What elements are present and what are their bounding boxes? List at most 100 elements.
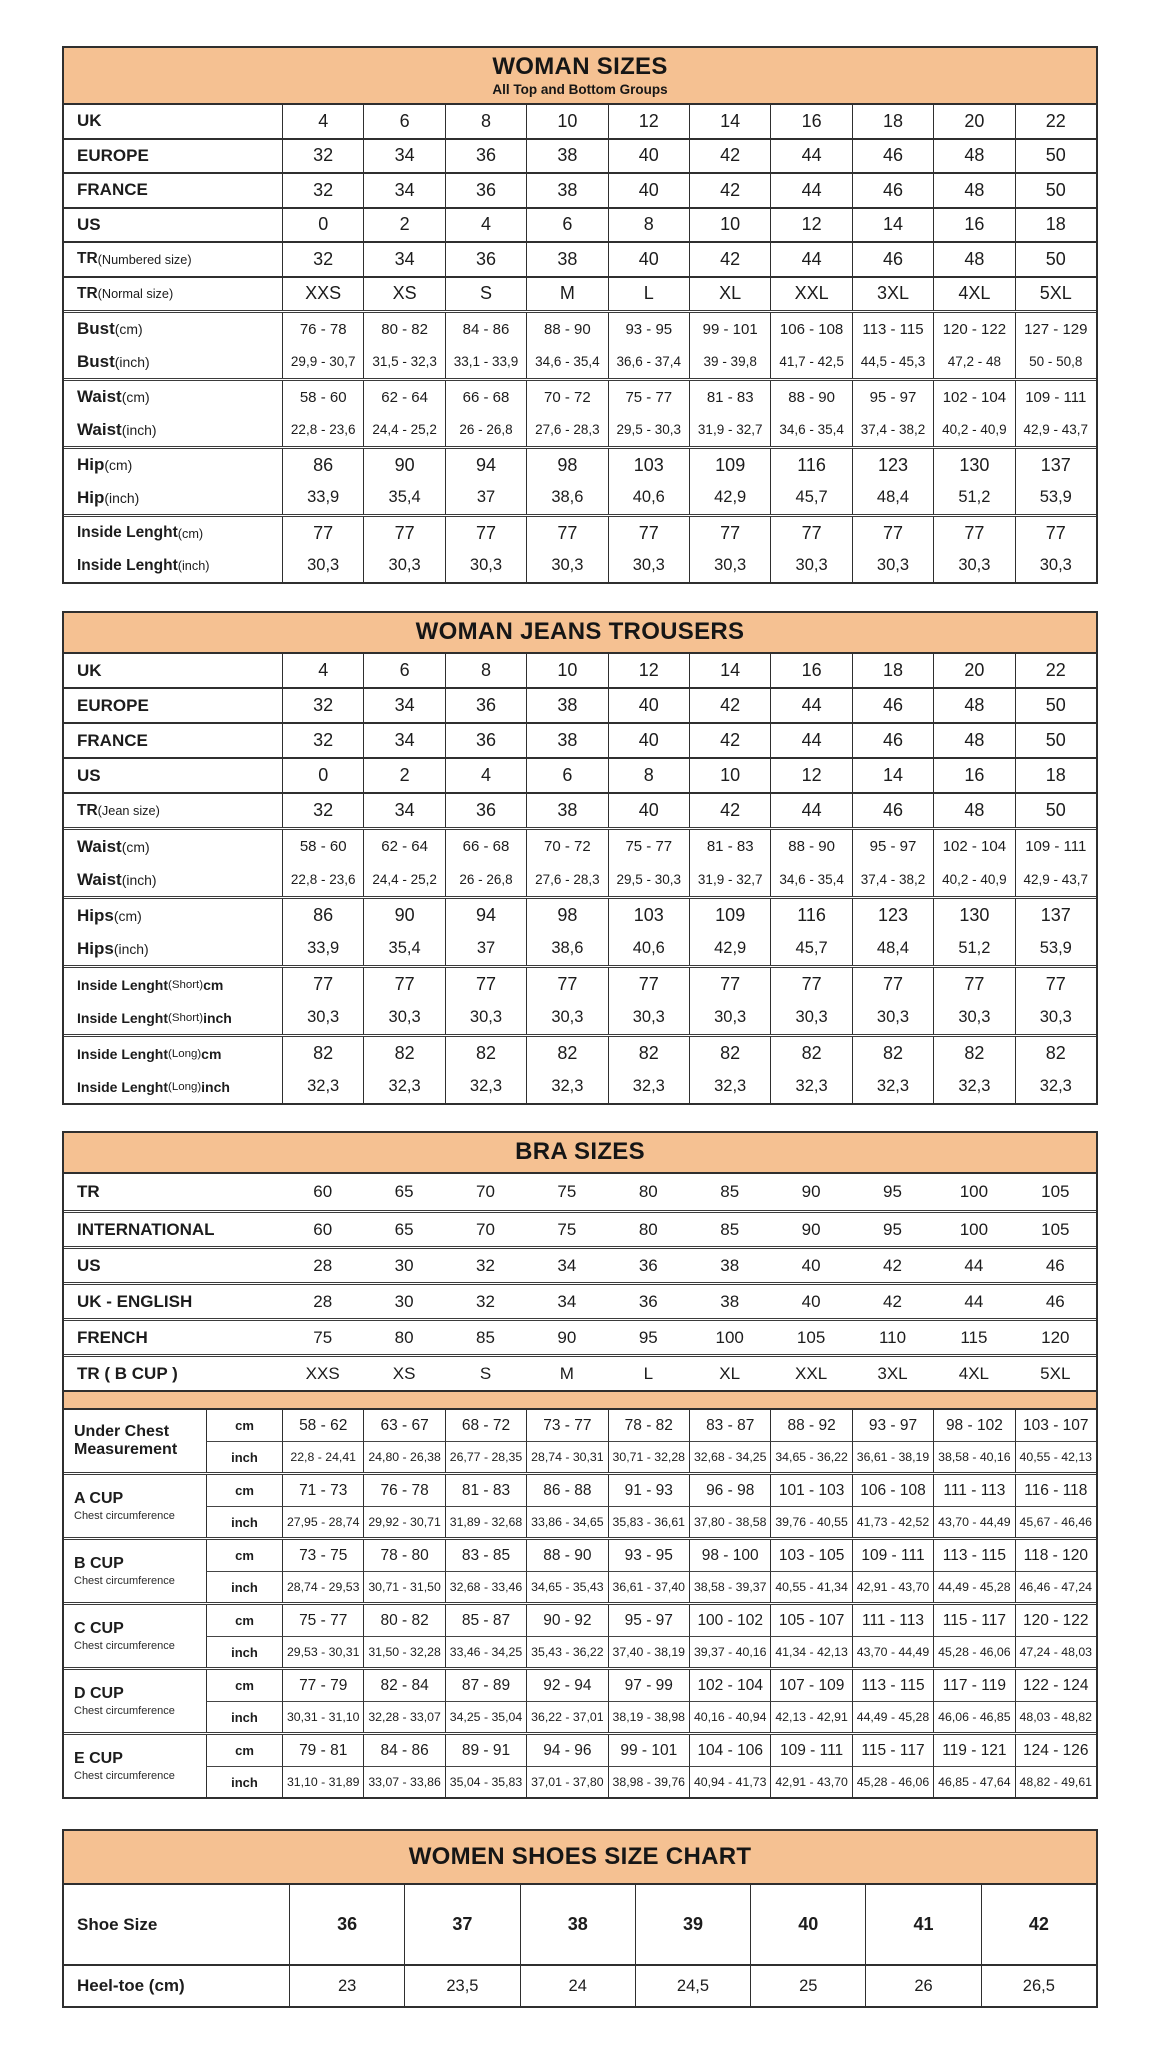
cup-sublabel: Chest circumference bbox=[74, 1575, 175, 1588]
size-cell: 38 bbox=[720, 1255, 740, 1275]
size-cell: 34,25 - 35,04 bbox=[444, 1701, 527, 1732]
size-cell: 50 bbox=[1014, 139, 1096, 172]
size-cell: 117 - 119 bbox=[933, 1670, 1014, 1701]
size-cell: XS bbox=[363, 277, 444, 310]
table-title: BRA SIZES bbox=[515, 1138, 645, 1165]
size-cell: 118 - 120 bbox=[1014, 1540, 1096, 1571]
size-cell: 30,3 bbox=[526, 1001, 607, 1034]
size-cell: 37 bbox=[404, 1885, 519, 1964]
row-group: Shoe Size 36 37 38 39 40 41 42 bbox=[64, 1885, 1096, 1964]
cup-name: A CUP bbox=[74, 1489, 124, 1507]
row-label: Waist (cm) bbox=[77, 387, 150, 407]
label-paren: (inch) bbox=[177, 558, 210, 574]
table-title: WOMAN SIZES bbox=[492, 53, 668, 80]
size-cell: 40,6 bbox=[607, 481, 689, 514]
size-cell: 46 bbox=[851, 139, 933, 172]
size-cell: 40 bbox=[607, 724, 689, 757]
size-cell: 120 - 122 bbox=[1014, 1605, 1096, 1636]
size-cell: 14 bbox=[851, 759, 933, 792]
size-cell: 77 bbox=[282, 517, 363, 550]
size-cell: 48 bbox=[933, 243, 1014, 276]
row-label: Bust (cm) bbox=[77, 319, 143, 339]
table-row: Hips (cm) 86 90 94 98 103 109 116 123 130 137 bbox=[64, 899, 1096, 932]
size-cell: 46 bbox=[851, 174, 933, 207]
size-cell: 48,82 - 49,61 bbox=[1014, 1766, 1096, 1797]
size-cell: M bbox=[559, 1363, 574, 1383]
size-cell: 85 bbox=[720, 1182, 740, 1201]
cup-name: E CUP bbox=[74, 1749, 123, 1767]
size-cell: 33,86 - 34,65 bbox=[526, 1506, 608, 1537]
table-row: Waist (cm) 58 - 60 62 - 64 66 - 68 70 - 72 75… bbox=[64, 381, 1096, 414]
size-cell: 100 - 102 bbox=[689, 1605, 770, 1636]
size-cell: 36,6 - 37,4 bbox=[607, 345, 689, 378]
size-cell: 86 - 88 bbox=[526, 1475, 607, 1506]
size-cell: 95 bbox=[883, 1182, 902, 1201]
title-band: BRA SIZES bbox=[64, 1133, 1096, 1174]
size-cell: 32,3 bbox=[851, 1070, 933, 1103]
size-cell: 40,2 - 40,9 bbox=[933, 863, 1014, 896]
size-cell: 26 - 26,8 bbox=[444, 413, 526, 446]
size-cell: 86 bbox=[282, 899, 363, 932]
size-cell: 77 bbox=[526, 517, 607, 550]
size-cell: 88 - 90 bbox=[526, 313, 607, 346]
size-cell: 3XL bbox=[877, 1363, 908, 1383]
separator-strip bbox=[64, 1390, 1096, 1410]
size-cell: 82 - 84 bbox=[363, 1670, 444, 1701]
size-cell: 40 bbox=[607, 689, 689, 722]
size-cell: 4 bbox=[282, 654, 363, 687]
table-row: US 0 2 4 6 8 10 12 14 16 18 bbox=[64, 759, 1096, 792]
size-cell: 0 bbox=[282, 208, 363, 241]
size-cell: 109 - 111 bbox=[851, 1540, 933, 1571]
size-cell: 30,3 bbox=[933, 549, 1014, 582]
size-cell: 58 - 60 bbox=[282, 381, 363, 414]
size-cell: 40,2 - 40,9 bbox=[933, 413, 1014, 446]
bra-sizes-table: BRA SIZES TR 60 65 70 75 80 85 90 95 100 105 INTERN… bbox=[62, 1131, 1098, 1799]
size-cell: XL bbox=[689, 277, 770, 310]
size-cell: 30 bbox=[394, 1255, 414, 1275]
size-cell: L bbox=[607, 277, 689, 310]
unit-cell-cm: cm bbox=[206, 1475, 282, 1506]
size-cell: 107 - 109 bbox=[770, 1670, 851, 1701]
bra-conversion-row: US 28 30 32 34 36 38 40 42 44 46 bbox=[64, 1246, 1096, 1282]
cup-label: A CUP Chest circumference bbox=[64, 1475, 206, 1537]
size-cell: 24,4 - 25,2 bbox=[363, 863, 444, 896]
size-cell: 45,28 - 46,06 bbox=[851, 1766, 934, 1797]
table-title: WOMAN JEANS TROUSERS bbox=[415, 618, 745, 645]
size-cell: 31,89 - 32,68 bbox=[444, 1506, 527, 1537]
size-cell: 31,5 - 32,3 bbox=[363, 345, 444, 378]
size-cell: 80 - 82 bbox=[363, 313, 444, 346]
unit-cell-inch: inch bbox=[206, 1766, 282, 1797]
size-cell: 28 bbox=[313, 1291, 333, 1311]
size-cell: 30,3 bbox=[282, 1001, 363, 1034]
row-label: Shoe Size bbox=[77, 1914, 158, 1934]
bra-conversion-row: INTERNATIONAL 60 65 70 75 80 85 90 95 100 105 bbox=[64, 1210, 1096, 1246]
row-label: Heel-toe (cm) bbox=[77, 1976, 185, 1995]
size-cell: 84 - 86 bbox=[363, 1735, 444, 1766]
size-cell: 95 - 97 bbox=[607, 1605, 689, 1636]
size-cell: 40,16 - 40,94 bbox=[689, 1701, 771, 1732]
label-paren: (cm) bbox=[121, 389, 150, 406]
size-cell: 32 bbox=[476, 1291, 495, 1311]
label-paren: (cm) bbox=[177, 525, 204, 541]
row-group: US 0 2 4 6 8 10 12 14 16 18 bbox=[64, 206, 1096, 241]
size-cell: 106 - 108 bbox=[770, 313, 851, 346]
title-band: WOMAN JEANS TROUSERS bbox=[64, 613, 1096, 654]
cup-label: C CUP Chest circumference bbox=[64, 1605, 206, 1667]
unit-cell-cm: cm bbox=[206, 1540, 282, 1571]
size-cell: 77 bbox=[770, 517, 851, 550]
size-cell: 47,2 - 48 bbox=[933, 345, 1014, 378]
size-cell: 66 - 68 bbox=[444, 830, 526, 863]
size-cell: 82 bbox=[933, 1037, 1014, 1070]
row-group: Inside Lenght (Short) cm 77 77 77 77 77 77 77 77… bbox=[64, 965, 1096, 1034]
row-label: UK - ENGLISH bbox=[77, 1291, 193, 1311]
size-cell: 37,80 - 38,58 bbox=[689, 1506, 771, 1537]
size-cell: 8 bbox=[607, 208, 689, 241]
row-group: Hips (cm) 86 90 94 98 103 109 116 123 130 137 Hips … bbox=[64, 896, 1096, 965]
size-cell: 39,76 - 40,55 bbox=[770, 1506, 852, 1537]
size-cell: 110 bbox=[878, 1327, 907, 1347]
table-row: Waist (inch) 22,8 - 23,6 24,4 - 25,2 26 - 2… bbox=[64, 863, 1096, 896]
size-cell: 16 bbox=[770, 654, 851, 687]
cup-group: D CUP Chest circumference cm 77 - 79 82 - 84… bbox=[64, 1667, 1096, 1732]
size-cell: 32,3 bbox=[363, 1070, 444, 1103]
size-cell: 120 - 122 bbox=[933, 313, 1014, 346]
